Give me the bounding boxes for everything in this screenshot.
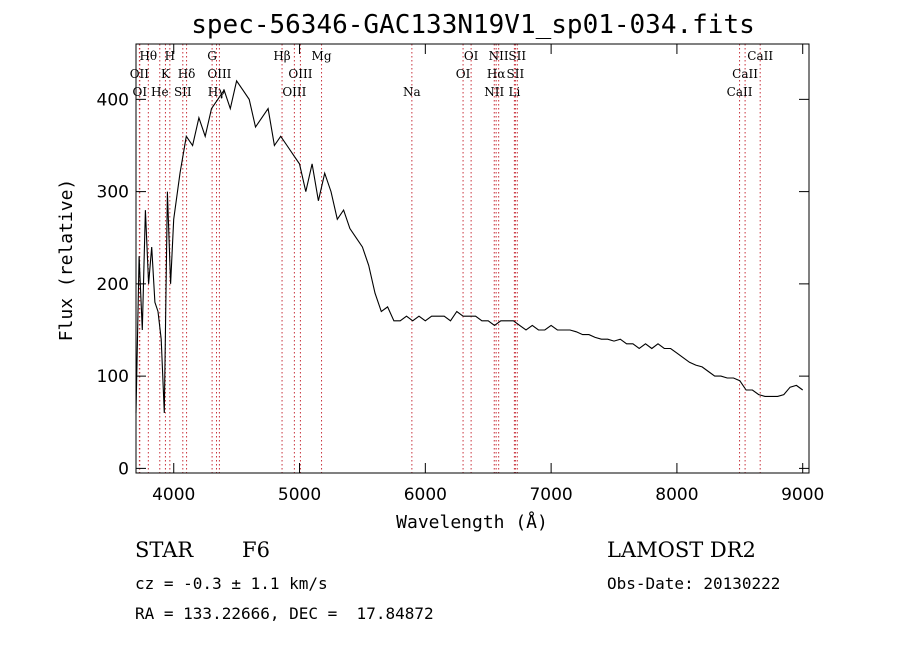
spectral-line-label: SII <box>508 49 526 63</box>
spectral-line-label: OIII <box>288 67 312 81</box>
coordinates: RA = 133.22666, DEC = 17.84872 <box>135 604 434 623</box>
x-axis-ticks: 4000 5000 6000 7000 8000 9000 <box>152 44 824 505</box>
y-axis-label: Flux (relative) <box>56 179 77 342</box>
y-tick-label: 300 <box>97 183 129 203</box>
spectral-line-label: OII <box>130 67 150 81</box>
x-tick-label: 9000 <box>781 485 824 505</box>
x-tick-label: 5000 <box>278 485 321 505</box>
x-tick-label: 8000 <box>655 485 698 505</box>
y-tick-label: 0 <box>118 459 129 479</box>
redshift-text: cz = -0.3 ± 1.1 km/s <box>135 574 328 593</box>
spectral-line-label: SII <box>507 67 525 81</box>
x-axis-label: Wavelength (Å) <box>396 511 548 533</box>
spectral-line-label: OI <box>456 67 471 81</box>
spectral-line-label: Li <box>508 85 520 99</box>
y-tick-label: 100 <box>97 367 129 387</box>
spectrum-line <box>135 79 804 414</box>
spectral-line-label: CaII <box>732 67 758 81</box>
spectral-line-label: OI <box>464 49 479 63</box>
class-label: STAR <box>135 538 194 562</box>
y-tick-label: 400 <box>97 90 129 110</box>
obs-date: Obs-Date: 20130222 <box>607 574 781 593</box>
spectral-line-label: H <box>165 49 175 63</box>
x-tick-label: 7000 <box>529 485 572 505</box>
spectral-line-label: OIII <box>207 67 231 81</box>
spectral-line-label: NII <box>489 49 509 63</box>
spectral-line-label: Na <box>403 85 421 99</box>
chart-title: spec-56346-GAC133N19V1_sp01-034.fits <box>191 10 755 40</box>
x-tick-label: 4000 <box>152 485 195 505</box>
spectral-line-label: Hα <box>487 67 506 81</box>
spectral-line-label: OI <box>132 85 147 99</box>
spectral-line-label: K <box>161 67 171 81</box>
survey-label: LAMOST DR2 <box>607 538 756 562</box>
spectral-line-label: OIII <box>282 85 306 99</box>
spectral-line-label: SII <box>174 85 192 99</box>
spectral-line-label: Mg <box>312 49 332 63</box>
x-tick-label: 6000 <box>404 485 447 505</box>
spectral-line-label: Hβ <box>273 49 290 63</box>
spectral-line-label: Hδ <box>178 67 196 81</box>
plot-frame <box>135 43 810 474</box>
spectral-line-label: He <box>151 85 169 99</box>
subclass-label: F6 <box>242 538 270 562</box>
y-tick-label: 200 <box>97 275 129 295</box>
spectral-line-label: NII <box>484 85 504 99</box>
y-axis-ticks: 0 100 200 300 400 <box>97 90 809 479</box>
spectral-line-markers <box>138 44 761 473</box>
spectral-line-label: Hθ <box>139 49 157 63</box>
spectral-line-label: G <box>207 49 217 63</box>
spectral-line-label: CaII <box>727 85 753 99</box>
spectral-line-label: CaII <box>747 49 773 63</box>
